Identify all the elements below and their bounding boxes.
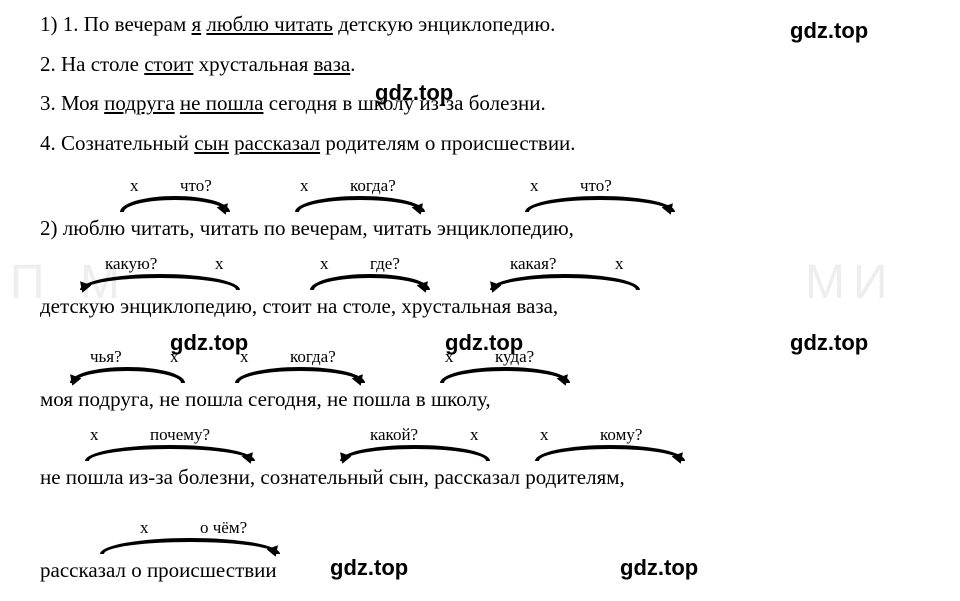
phrase-line: моя подруга, не пошла сегодня, не пошла … — [40, 385, 920, 414]
arc-row: х о чём? — [40, 520, 920, 554]
sentence: 2. На столе стоит хрустальная ваза. — [40, 48, 920, 82]
arc-label: какая? — [510, 254, 556, 274]
arrow-arc — [525, 196, 675, 212]
arc-label: х — [90, 425, 99, 445]
arc-label: куда? — [495, 347, 534, 367]
arc-row: х почему? какой? х х кому? — [40, 427, 920, 461]
arc-label: х — [530, 176, 539, 196]
phrase-block: какую? х х где? какая? х детскую энциклопедию,… — [40, 256, 920, 321]
arc-label: что? — [580, 176, 612, 196]
arc-label: х — [470, 425, 479, 445]
arrow-arc — [70, 367, 185, 383]
phrase-line: 2) люблю читать, читать по вечерам, чита… — [40, 214, 920, 243]
arc-label: какую? — [105, 254, 157, 274]
arc-label: х — [140, 518, 149, 538]
sentence: 3. Моя подруга не пошла сегодня в школу … — [40, 87, 920, 121]
arc-label: х — [320, 254, 329, 274]
phrase-block: х почему? какой? х х кому? не пошла из-за боле… — [40, 427, 920, 492]
arc-label: что? — [180, 176, 212, 196]
arrow-arc — [535, 445, 685, 461]
arc-row: какую? х х где? какая? х — [40, 256, 920, 290]
arc-row: х что? х когда? х что? — [40, 178, 920, 212]
sentence: 1) 1. По вечерам я люблю читать детскую … — [40, 8, 920, 42]
arrow-arc — [340, 445, 490, 461]
arc-label: х — [540, 425, 549, 445]
arrow-arc — [80, 274, 240, 290]
arrow-arc — [120, 196, 230, 212]
arc-label: кому? — [600, 425, 642, 445]
arc-label: х — [300, 176, 309, 196]
arc-row: чья? х х когда? х куда? — [40, 349, 920, 383]
arc-label: х — [615, 254, 624, 274]
arc-label: чья? — [90, 347, 122, 367]
phrase-line: не пошла из-за болезни, сознательный сын… — [40, 463, 920, 492]
arc-label: х — [170, 347, 179, 367]
phrase-block: х что? х когда? х что? 2) люблю читать, читать… — [40, 178, 920, 243]
arc-label: когда? — [290, 347, 336, 367]
sentence: 4. Сознательный сын рассказал родителям … — [40, 127, 920, 161]
phrase-block: чья? х х когда? х куда? моя подруга, не пошла … — [40, 349, 920, 414]
arrow-arc — [440, 367, 570, 383]
arc-label: х — [130, 176, 139, 196]
arc-label: х — [240, 347, 249, 367]
phrase-line: детскую энциклопедию, стоит на столе, хр… — [40, 292, 920, 321]
arc-label: о чём? — [200, 518, 247, 538]
arc-label: когда? — [350, 176, 396, 196]
arrow-arc — [235, 367, 365, 383]
arrow-arc — [85, 445, 255, 461]
arc-label: почему? — [150, 425, 210, 445]
arrow-arc — [310, 274, 430, 290]
arc-label: какой? — [370, 425, 418, 445]
arc-label: х — [215, 254, 224, 274]
arrow-arc — [100, 538, 280, 554]
arrow-arc — [490, 274, 640, 290]
phrase-line: рассказал о происшествии — [40, 556, 920, 585]
arrow-arc — [295, 196, 425, 212]
arc-label: х — [445, 347, 454, 367]
phrase-block: х о чём? рассказал о происшествии — [40, 520, 920, 585]
arc-label: где? — [370, 254, 400, 274]
